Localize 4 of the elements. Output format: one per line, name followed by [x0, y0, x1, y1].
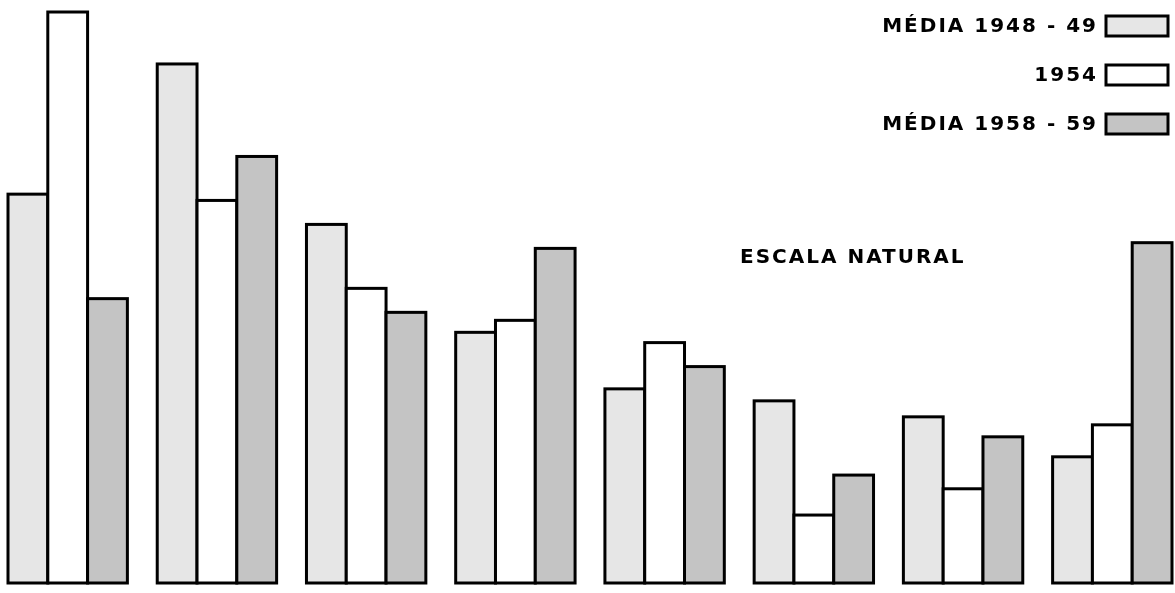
annotation: ESCALA NATURAL [740, 244, 966, 268]
legend-label: MÉDIA 1958 - 59 [882, 111, 1098, 135]
legend-label: 1954 [1034, 62, 1098, 86]
legend-label: MÉDIA 1948 - 49 [882, 13, 1098, 37]
